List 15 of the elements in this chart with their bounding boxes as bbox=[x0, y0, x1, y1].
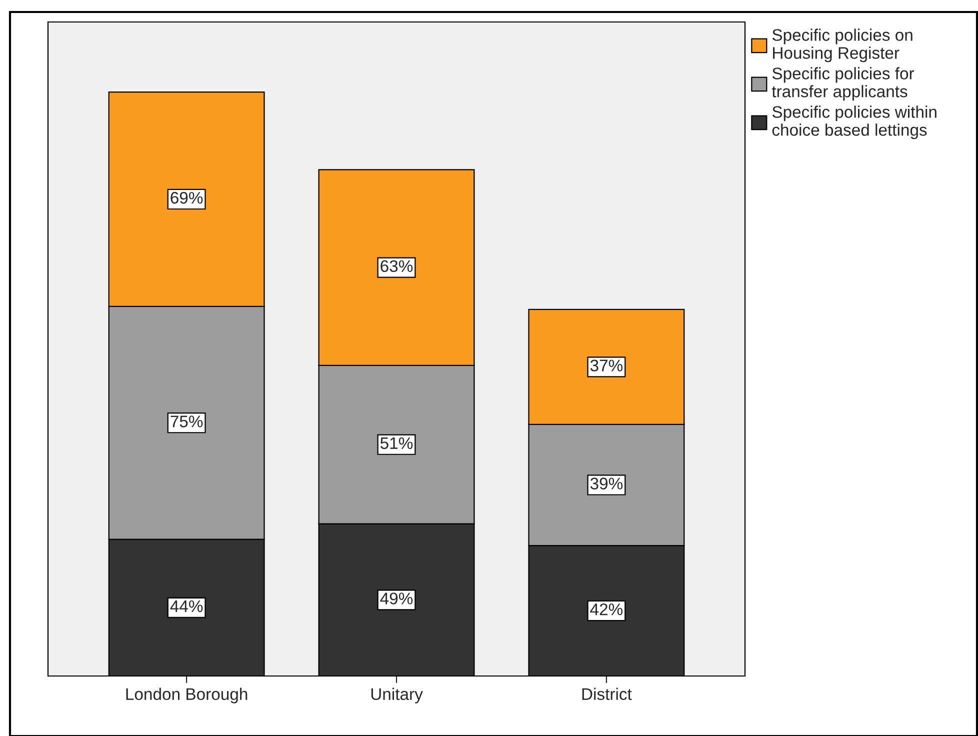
x-tick-label: District bbox=[582, 688, 632, 700]
data-label: 75% bbox=[170, 416, 203, 428]
data-label: 49% bbox=[380, 592, 413, 604]
x-tick-label: London Borough bbox=[126, 688, 248, 704]
data-label: 39% bbox=[590, 478, 623, 490]
data-label: 44% bbox=[170, 600, 203, 612]
data-label: 42% bbox=[590, 603, 623, 616]
legend-label: Specific policies within choice based lettings bbox=[772, 106, 936, 140]
x-tick-label: Unitary bbox=[371, 688, 423, 704]
data-label: 51% bbox=[380, 437, 413, 450]
data-label: 63% bbox=[380, 260, 413, 272]
legend-label: Specific policies on Housing Register bbox=[772, 28, 912, 62]
data-label: 37% bbox=[590, 360, 623, 372]
data-label: 69% bbox=[170, 192, 203, 204]
legend-label: Specific policies for transfer applicants bbox=[772, 67, 914, 101]
